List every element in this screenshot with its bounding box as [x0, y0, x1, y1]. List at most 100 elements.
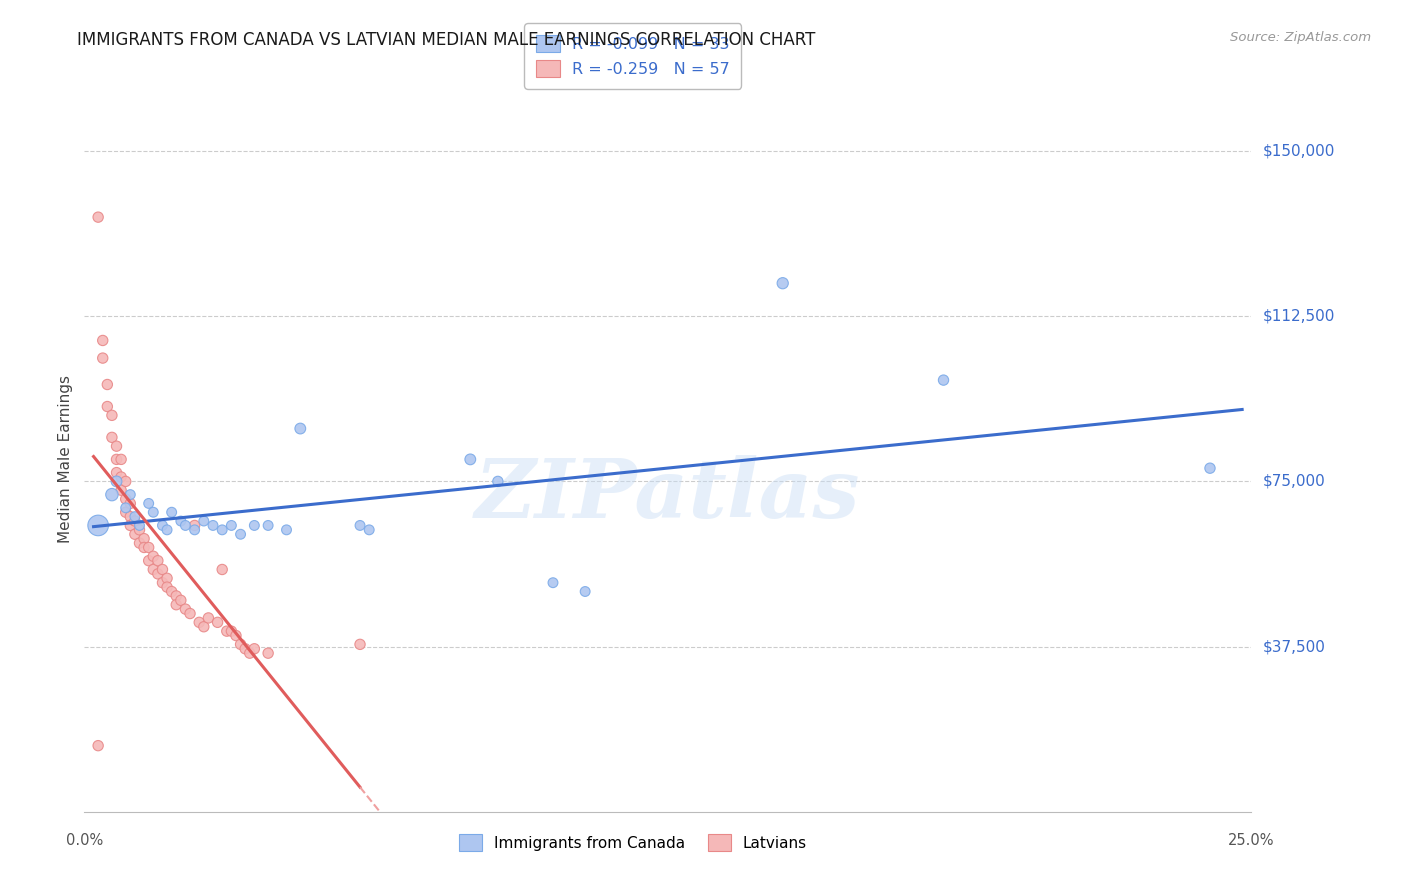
Point	[193, 620, 215, 634]
Point	[211, 523, 233, 537]
Point	[221, 518, 243, 533]
Point	[183, 518, 205, 533]
Point	[142, 562, 165, 576]
Point	[458, 452, 481, 467]
Point	[146, 566, 169, 581]
Point	[105, 475, 128, 489]
Point	[156, 523, 179, 537]
Point	[96, 400, 118, 414]
Point	[152, 562, 174, 576]
Point	[110, 483, 132, 498]
Point	[91, 334, 114, 348]
Point	[160, 505, 183, 519]
Point	[179, 607, 201, 621]
Point	[215, 624, 238, 639]
Point	[276, 523, 298, 537]
Point	[114, 505, 136, 519]
Text: Source: ZipAtlas.com: Source: ZipAtlas.com	[1230, 31, 1371, 45]
Point	[239, 646, 262, 660]
Point	[183, 523, 205, 537]
Point	[101, 430, 124, 444]
Text: $37,500: $37,500	[1263, 639, 1326, 654]
Point	[128, 518, 150, 533]
Point	[124, 527, 146, 541]
Point	[349, 637, 371, 651]
Point	[197, 611, 219, 625]
Point	[142, 505, 165, 519]
Y-axis label: Median Male Earnings: Median Male Earnings	[58, 376, 73, 543]
Point	[101, 487, 124, 501]
Point	[221, 624, 243, 639]
Point	[156, 580, 179, 594]
Point	[359, 523, 381, 537]
Point	[170, 593, 193, 607]
Point	[91, 351, 114, 365]
Point	[174, 518, 197, 533]
Point	[138, 541, 160, 555]
Point	[114, 491, 136, 506]
Point	[120, 518, 142, 533]
Point	[574, 584, 596, 599]
Point	[120, 509, 142, 524]
Point	[165, 598, 187, 612]
Point	[128, 536, 150, 550]
Point	[120, 487, 142, 501]
Point	[257, 646, 280, 660]
Point	[114, 475, 136, 489]
Point	[290, 421, 312, 435]
Point	[110, 452, 132, 467]
Text: IMMIGRANTS FROM CANADA VS LATVIAN MEDIAN MALE EARNINGS CORRELATION CHART: IMMIGRANTS FROM CANADA VS LATVIAN MEDIAN…	[77, 31, 815, 49]
Point	[486, 475, 509, 489]
Point	[174, 602, 197, 616]
Point	[156, 571, 179, 585]
Point	[87, 210, 110, 224]
Point	[96, 377, 118, 392]
Point	[138, 554, 160, 568]
Point	[132, 532, 155, 546]
Point	[142, 549, 165, 564]
Point	[87, 739, 110, 753]
Point	[257, 518, 280, 533]
Text: $150,000: $150,000	[1263, 144, 1334, 159]
Point	[349, 518, 371, 533]
Point	[211, 562, 233, 576]
Point	[132, 541, 155, 555]
Point	[1199, 461, 1222, 475]
Point	[105, 466, 128, 480]
Point	[87, 518, 110, 533]
Point	[146, 554, 169, 568]
Text: $112,500: $112,500	[1263, 309, 1334, 324]
Point	[229, 637, 252, 651]
Point	[101, 409, 124, 423]
Point	[152, 518, 174, 533]
Point	[170, 514, 193, 528]
Point	[124, 514, 146, 528]
Point	[233, 641, 256, 656]
Point	[207, 615, 229, 630]
Point	[105, 452, 128, 467]
Point	[188, 615, 211, 630]
Text: 25.0%: 25.0%	[1227, 833, 1275, 848]
Point	[243, 641, 266, 656]
Point	[243, 518, 266, 533]
Point	[165, 589, 187, 603]
Point	[932, 373, 955, 387]
Point	[193, 514, 215, 528]
Point	[110, 470, 132, 484]
Point	[120, 496, 142, 510]
Text: $75,000: $75,000	[1263, 474, 1326, 489]
Point	[124, 509, 146, 524]
Point	[114, 500, 136, 515]
Point	[229, 527, 252, 541]
Point	[138, 496, 160, 510]
Text: 0.0%: 0.0%	[66, 833, 103, 848]
Point	[160, 584, 183, 599]
Point	[105, 439, 128, 453]
Point	[128, 523, 150, 537]
Point	[225, 628, 247, 642]
Point	[541, 575, 564, 590]
Text: ZIPatlas: ZIPatlas	[475, 455, 860, 534]
Point	[772, 277, 794, 291]
Point	[201, 518, 224, 533]
Point	[152, 575, 174, 590]
